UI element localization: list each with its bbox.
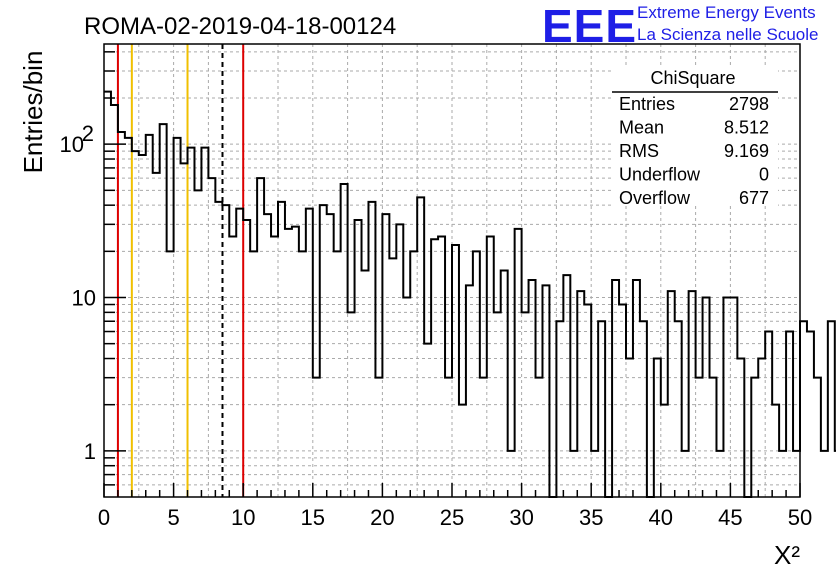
x-tick-labels: 0 5 10 15 20 25 30 35 40 45 50: [98, 505, 812, 530]
chart-title: ROMA-02-2019-04-18-00124: [84, 13, 396, 40]
stats-row-label: Entries: [619, 94, 675, 114]
y-axis-label: Entries/bin: [18, 51, 48, 174]
logo-eee: EEE: [542, 0, 637, 52]
stats-row-value: 8.512: [724, 118, 769, 138]
stats-row-value: 9.169: [724, 141, 769, 161]
y-tick-exponent: 2: [82, 121, 94, 146]
logo-line-1: Extreme Energy Events: [637, 3, 816, 22]
marker-lines: [116, 44, 245, 497]
y-tick-label: 10: [72, 286, 96, 311]
stats-row-label: Mean: [619, 118, 664, 138]
x-axis-label: X²: [774, 540, 800, 570]
x-tick-label: 25: [440, 505, 464, 530]
x-tick-label: 35: [579, 505, 603, 530]
x-tick-label: 45: [718, 505, 742, 530]
stats-row-label: Overflow: [619, 188, 691, 208]
y-tick-label: 10: [60, 132, 84, 157]
x-tick-label: 5: [167, 505, 179, 530]
eee-logo: EEE Extreme Energy Events La Scienza nel…: [542, 0, 818, 52]
stats-box-title: ChiSquare: [650, 68, 735, 88]
stats-rows: Entries 2798 Mean 8.512 RMS 9.169 Underflow 0 Ov…: [619, 94, 769, 208]
stats-row-value: 677: [739, 188, 769, 208]
stats-row-label: Underflow: [619, 165, 701, 185]
stats-box: ChiSquare Entries 2798 Mean 8.512 RMS 9.169 Un…: [612, 66, 778, 208]
x-tick-label: 20: [370, 505, 394, 530]
stats-row-label: RMS: [619, 141, 659, 161]
logo-line-2: La Scienza nelle Scuole: [637, 25, 818, 44]
stats-row-value: 0: [759, 165, 769, 185]
stats-row-value: 2798: [729, 94, 769, 114]
stats-box-background: [612, 66, 778, 206]
x-tick-label: 30: [509, 505, 533, 530]
x-tick-label: 50: [788, 505, 812, 530]
y-tick-label: 1: [84, 439, 96, 464]
x-tick-label: 0: [98, 505, 110, 530]
x-tick-label: 10: [231, 505, 255, 530]
x-tick-label: 15: [301, 505, 325, 530]
x-tick-label: 40: [649, 505, 673, 530]
axis-ticks: [103, 51, 801, 497]
